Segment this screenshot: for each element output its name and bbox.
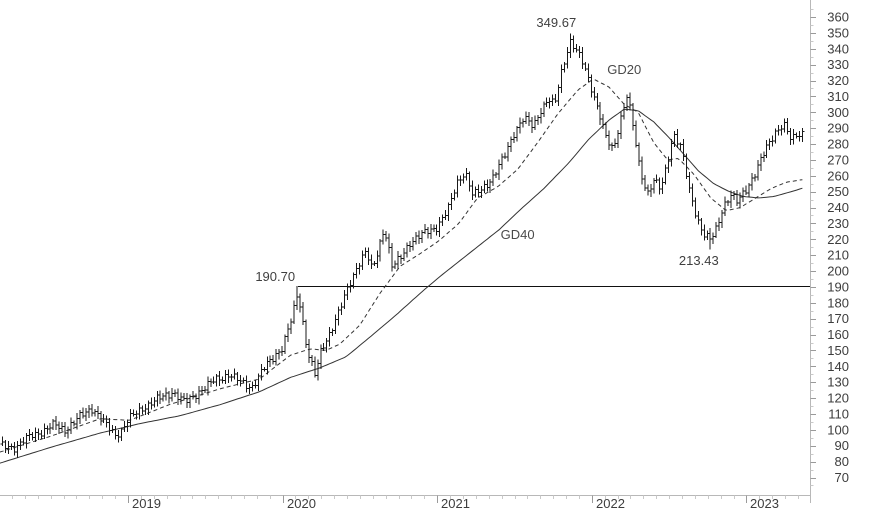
y-axis-tick-label: 160	[827, 327, 849, 342]
y-axis-tick-label: 110	[828, 407, 849, 422]
y-axis-tick-label: 340	[827, 41, 849, 56]
y-axis-tick-label: 200	[827, 264, 849, 279]
y-axis-tick-label: 360	[827, 10, 849, 25]
y-axis-tick-label: 260	[827, 168, 849, 183]
x-axis-year-label: 2023	[750, 496, 779, 511]
y-axis-tick-label: 220	[827, 232, 849, 247]
y-axis-tick-label: 150	[827, 343, 849, 358]
x-axis-year-label: 2022	[596, 496, 625, 511]
gd40-moving-average-line	[0, 108, 803, 464]
y-axis-tick-label: 170	[827, 311, 849, 326]
axes: 7080901001101201301401501601701801902002…	[0, 0, 849, 511]
y-axis-tick-label: 330	[827, 57, 849, 72]
gd40-line-label: GD40	[500, 227, 535, 243]
annotation-peak-high: 349.67	[536, 15, 577, 31]
y-axis-tick-label: 90	[835, 438, 849, 453]
y-axis-tick-label: 80	[835, 454, 849, 469]
y-axis-tick-label: 130	[827, 375, 849, 390]
y-axis-tick-label: 190	[827, 280, 849, 295]
y-axis-tick-label: 210	[827, 248, 849, 263]
x-axis-year-label: 2020	[287, 496, 316, 511]
gd20-line-label: GD20	[607, 62, 642, 77]
y-axis-tick-label: 100	[827, 422, 849, 437]
y-axis-tick-label: 240	[827, 200, 849, 215]
y-axis-tick-label: 350	[827, 25, 849, 40]
y-axis-tick-label: 180	[827, 295, 849, 310]
y-axis-tick-label: 310	[827, 89, 849, 104]
y-axis-tick-label: 270	[827, 152, 849, 167]
annotation-resistance-level: 190.70	[255, 268, 296, 284]
y-axis-tick-label: 70	[835, 470, 849, 485]
y-axis-tick-label: 250	[827, 184, 849, 199]
x-axis-year-label: 2021	[441, 496, 470, 511]
y-axis-tick-label: 300	[827, 105, 849, 120]
ohlc-weekly-bars	[0, 33, 805, 458]
gd20-moving-average-line	[0, 78, 803, 453]
y-axis-tick-label: 320	[827, 73, 849, 88]
annotation-trough-low: 213.43	[678, 252, 719, 268]
y-axis-tick-label: 120	[827, 391, 849, 406]
y-axis-tick-label: 140	[827, 359, 849, 374]
x-axis-year-label: 2019	[132, 496, 161, 511]
y-axis-tick-label: 230	[827, 216, 849, 231]
y-axis-tick-label: 280	[827, 137, 849, 152]
y-axis-tick-label: 290	[827, 121, 849, 136]
